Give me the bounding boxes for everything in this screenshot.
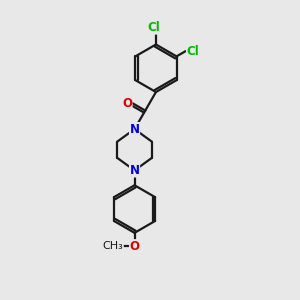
Text: N: N [130,123,140,136]
Text: N: N [130,164,140,177]
Text: O: O [130,240,140,253]
Text: Cl: Cl [187,45,200,58]
Text: O: O [122,97,132,110]
Text: Cl: Cl [147,21,160,34]
Text: CH₃: CH₃ [103,241,123,251]
